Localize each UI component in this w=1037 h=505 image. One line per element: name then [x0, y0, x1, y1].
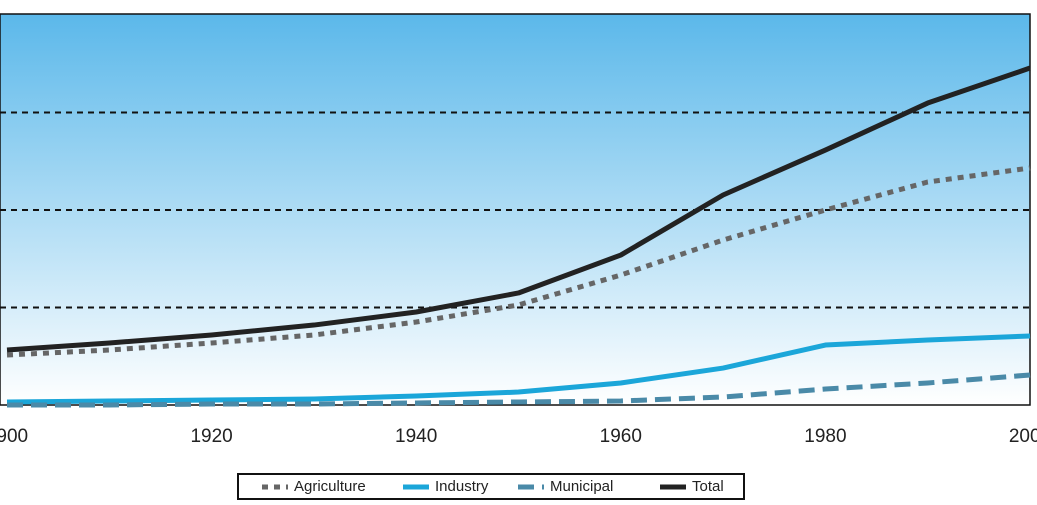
series-line: [6, 333, 1031, 405]
x-tick-label: 2000: [1009, 426, 1037, 447]
series-line: [7, 372, 1031, 408]
x-tick-label: 1980: [804, 426, 846, 447]
x-tick-label: 1900: [0, 426, 28, 447]
legend: [237, 473, 745, 500]
legend-label: Municipal: [550, 478, 613, 495]
legend-label: Total: [692, 478, 724, 495]
legend-label: Agriculture: [294, 478, 366, 495]
series-line: [6, 165, 1031, 358]
series-line: [6, 65, 1031, 353]
x-tick-label: 1920: [190, 426, 232, 447]
legend-label: Industry: [435, 478, 489, 495]
x-tick-label: 1960: [600, 426, 642, 447]
x-tick-label: 1940: [395, 426, 437, 447]
